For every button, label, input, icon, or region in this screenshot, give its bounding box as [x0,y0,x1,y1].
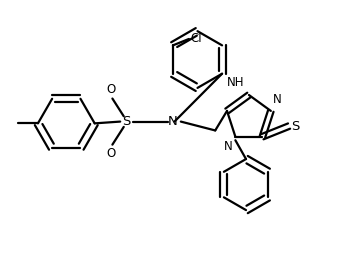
Text: O: O [106,83,115,96]
Text: O: O [106,147,115,161]
Text: N: N [224,140,232,153]
Text: N: N [273,93,281,106]
Text: S: S [122,115,131,128]
Text: N: N [168,115,178,128]
Text: S: S [291,120,299,133]
Text: Cl: Cl [190,32,201,45]
Text: NH: NH [227,76,245,89]
